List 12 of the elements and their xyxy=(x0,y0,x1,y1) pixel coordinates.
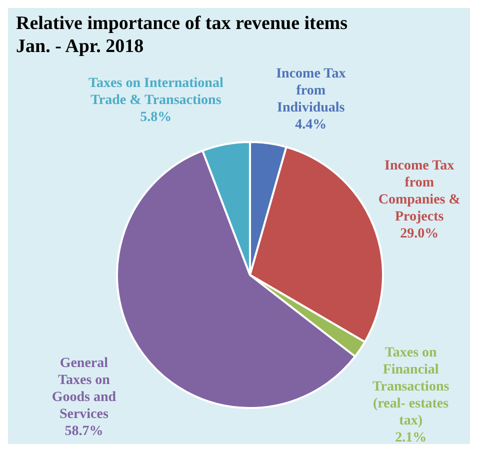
slice-label: Taxes on International Trade & Transactions xyxy=(88,76,224,108)
data-label: 4.4% xyxy=(295,116,327,132)
data-label: 2.1% xyxy=(395,430,427,446)
slice-label: Income Tax from Companies & Projects xyxy=(378,158,460,224)
slice-label: Taxes on Financial Transactions (real- estates tax) xyxy=(372,345,450,428)
data-label: 29.0% xyxy=(400,226,439,242)
data-label: 58.7% xyxy=(64,423,104,438)
data-label: 5.8% xyxy=(140,110,172,125)
slice-label: General Taxes on Goods and Services xyxy=(52,355,116,422)
chart-title: Relative importance of tax revenue items xyxy=(16,12,348,35)
chart-subtitle: Jan. - Apr. 2018 xyxy=(16,35,145,58)
slice-label: Income Tax from Individuals xyxy=(276,66,346,115)
